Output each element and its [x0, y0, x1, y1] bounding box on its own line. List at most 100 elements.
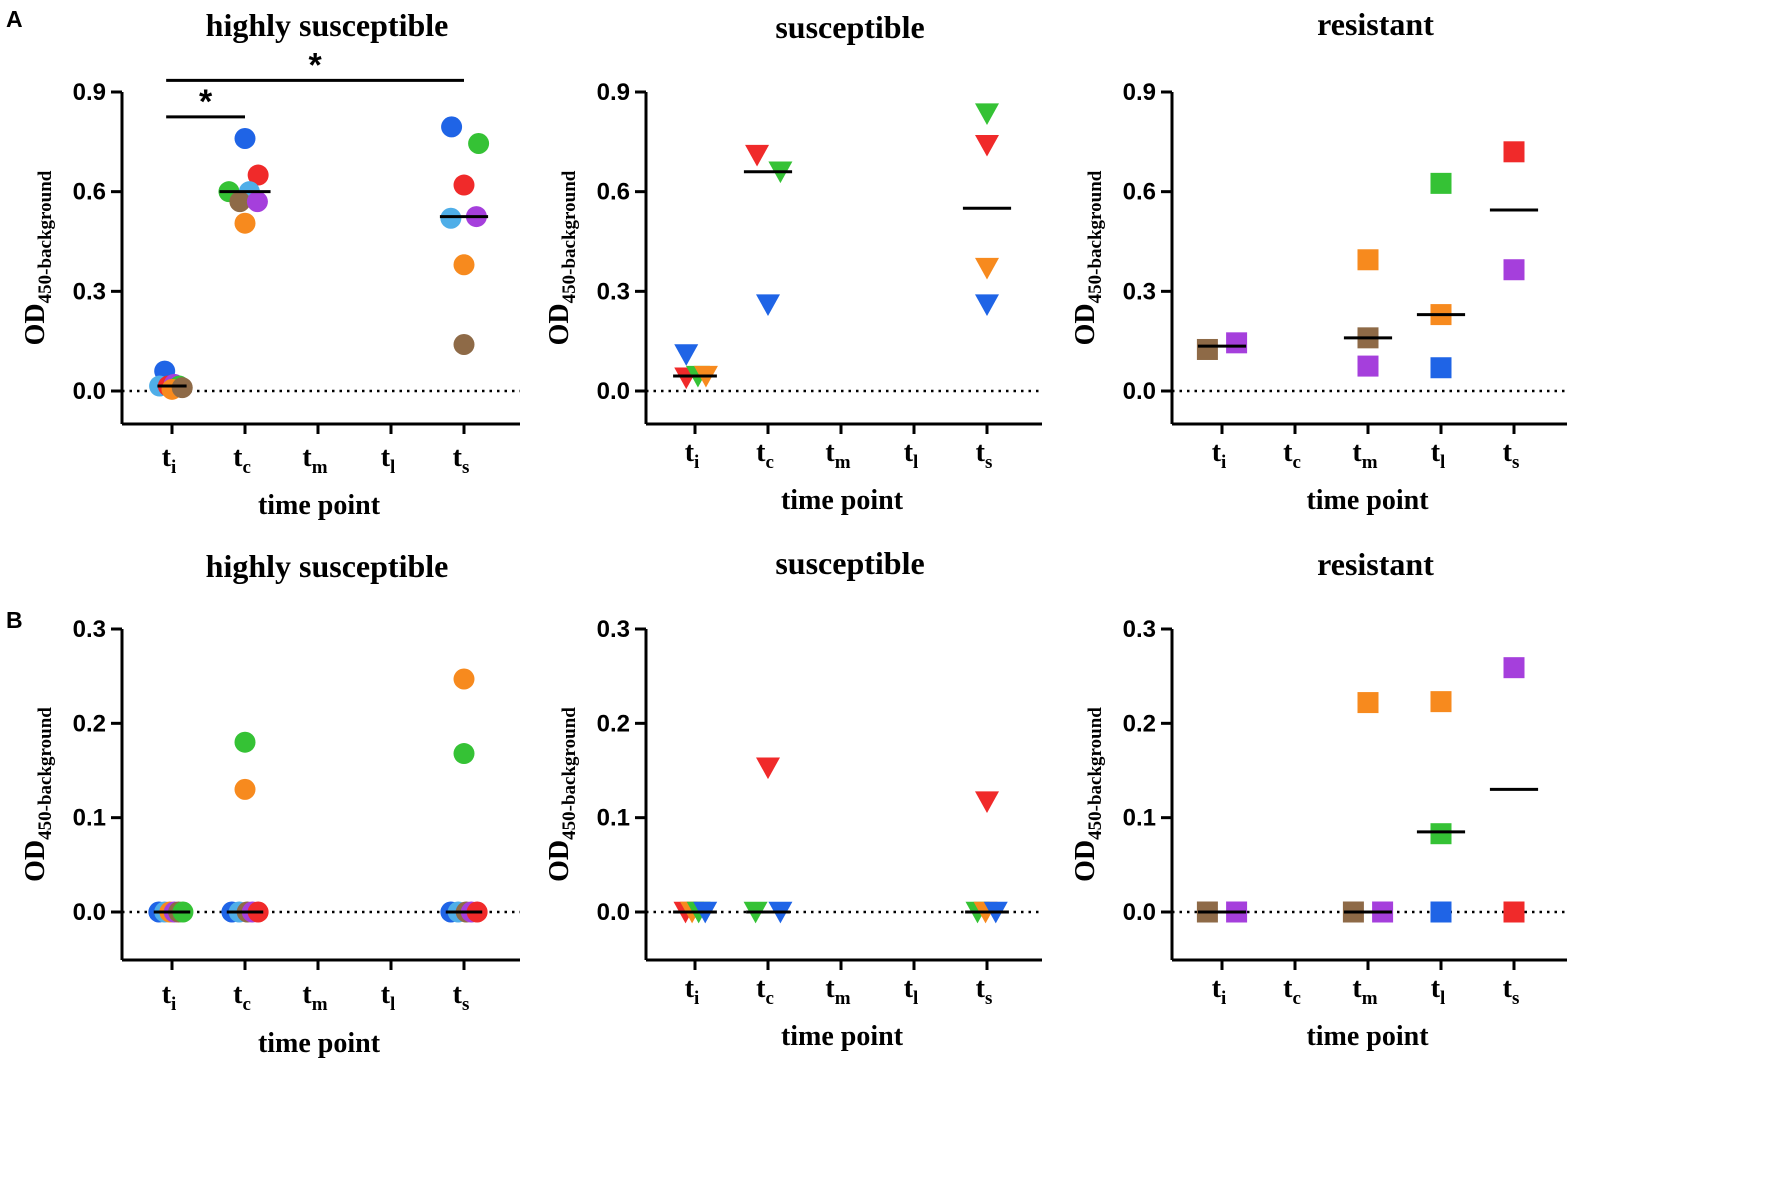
y-tick-label: 0.1: [597, 805, 630, 832]
y-axis-label: OD450-background: [20, 707, 56, 882]
data-point-red: [756, 757, 780, 780]
x-tick-label-tc: tc: [233, 979, 251, 1015]
x-tick-label-ti: ti: [685, 973, 700, 1009]
y-tick-label: 0.3: [1123, 278, 1156, 305]
y-tick-label: 0.3: [73, 278, 106, 305]
data-point-orange: [1357, 692, 1379, 714]
x-tick-label-tm: tm: [825, 973, 850, 1009]
x-tick-label-ts: ts: [453, 979, 470, 1015]
chart-title: resistant: [1317, 6, 1434, 42]
data-point-green: [453, 743, 475, 765]
panel-label-a: A: [6, 6, 23, 32]
y-tick-label: 0.2: [1123, 710, 1156, 737]
data-point-orange: [1430, 691, 1452, 713]
y-tick-label: 0.6: [1123, 179, 1156, 206]
x-axis-label: time point: [781, 1021, 904, 1052]
x-tick-label-tl: tl: [904, 973, 919, 1009]
data-point-red: [1503, 901, 1525, 923]
x-tick-label-ts: ts: [1503, 973, 1520, 1009]
x-tick-label-ti: ti: [1212, 437, 1227, 473]
y-tick-label: 0.0: [73, 378, 106, 405]
x-tick-label-tl: tl: [1431, 973, 1446, 1009]
x-tick-label-tc: tc: [1283, 437, 1301, 473]
data-point-green: [1430, 823, 1452, 845]
data-point-blue: [674, 344, 699, 366]
x-tick-label-tc: tc: [756, 437, 774, 473]
data-point-lightblue: [440, 207, 462, 229]
x-axis-label: time point: [781, 485, 904, 516]
y-tick-label: 0.0: [1123, 899, 1156, 926]
data-point-purple: [1503, 657, 1525, 679]
chart-panel-b-2: susceptible 0.0 0.1 0.2 0.3 ti tc tm tl ts time po…: [544, 545, 1042, 1052]
x-tick-label-tc: tc: [1283, 973, 1301, 1009]
x-tick-label-tl: tl: [1431, 437, 1446, 473]
chart-title: resistant: [1317, 546, 1434, 582]
x-tick-label-tm: tm: [825, 437, 850, 473]
significance-asterisk: *: [199, 83, 213, 121]
x-tick-label-tm: tm: [1352, 437, 1377, 473]
data-point-brown: [229, 191, 251, 213]
x-axis-label: time point: [1306, 485, 1429, 516]
data-point-blue: [234, 128, 256, 150]
data-point-brown: [453, 333, 475, 355]
x-tick-label-ti: ti: [1212, 973, 1227, 1009]
y-tick-label: 0.3: [597, 616, 630, 643]
chart-panel-b-1: highly susceptible 0.0 0.1 0.2 0.3 ti tc tm tl ts…: [20, 548, 520, 1059]
chart-panel-b-3: resistant 0.0 0.1 0.2 0.3 ti tc tm tl ts time poin…: [1070, 546, 1567, 1052]
y-tick-label: 0.9: [73, 79, 106, 106]
x-tick-label-ts: ts: [976, 973, 993, 1009]
chart-title: highly susceptible: [206, 548, 449, 584]
data-point-orange: [453, 668, 475, 690]
data-point-green: [234, 731, 256, 753]
data-point-red: [453, 174, 475, 196]
y-tick-label: 0.9: [597, 79, 630, 106]
data-point-green: [468, 132, 490, 154]
data-point-orange: [975, 257, 999, 280]
data-point-green: [1430, 172, 1452, 194]
chart-panel-a-3: resistant 0.0 0.3 0.6 0.9 ti tc tm tl ts time poin…: [1070, 6, 1567, 516]
data-point-blue: [1430, 357, 1452, 379]
data-point-brown: [171, 377, 193, 399]
y-tick-label: 0.0: [1123, 378, 1156, 405]
data-point-blue: [441, 116, 463, 138]
data-point-green: [975, 103, 999, 125]
y-tick-label: 0.0: [73, 899, 106, 926]
x-tick-label-ti: ti: [162, 979, 177, 1015]
data-point-orange: [1357, 249, 1379, 271]
data-point-red: [975, 791, 999, 814]
y-tick-label: 0.1: [1123, 805, 1156, 832]
y-tick-label: 0.3: [597, 278, 630, 305]
y-tick-label: 0.2: [73, 710, 106, 737]
x-tick-label-tm: tm: [302, 979, 327, 1015]
y-tick-label: 0.3: [73, 616, 106, 643]
chart-panel-a-2: susceptible 0.0 0.3 0.6 0.9 ti tc tm tl ts time po…: [544, 9, 1042, 516]
x-tick-label-ti: ti: [162, 442, 177, 478]
chart-title: susceptible: [775, 9, 924, 45]
x-tick-label-ti: ti: [685, 437, 700, 473]
data-point-red: [1503, 141, 1525, 163]
data-point-blue: [975, 294, 999, 317]
x-axis-label: time point: [258, 490, 381, 521]
data-point-orange: [453, 254, 475, 276]
significance-asterisk: *: [308, 46, 322, 84]
x-axis-label: time point: [1306, 1021, 1429, 1052]
x-tick-label-ts: ts: [1503, 437, 1520, 473]
data-point-blue: [1430, 901, 1452, 923]
x-tick-label-tc: tc: [233, 442, 251, 478]
data-point-blue: [756, 294, 780, 317]
data-point-brown: [1196, 338, 1218, 360]
x-axis-label: time point: [258, 1028, 381, 1059]
y-tick-label: 0.1: [73, 805, 106, 832]
chart-panel-a-1: highly susceptible 0.0 0.3 0.6 0.9 ti tc tm tl ts…: [20, 7, 520, 521]
x-tick-label-tm: tm: [1352, 973, 1377, 1009]
chart-title: highly susceptible: [206, 7, 449, 43]
plots-container: highly susceptible 0.0 0.3 0.6 0.9 ti tc tm tl ts…: [20, 6, 1567, 1059]
data-point-purple: [1357, 355, 1379, 377]
x-tick-label-tl: tl: [904, 437, 919, 473]
y-axis-label: OD450-background: [1070, 707, 1106, 882]
x-tick-label-tl: tl: [381, 979, 396, 1015]
y-tick-label: 0.2: [597, 710, 630, 737]
chart-title: susceptible: [775, 545, 924, 581]
data-point-red: [745, 144, 770, 167]
